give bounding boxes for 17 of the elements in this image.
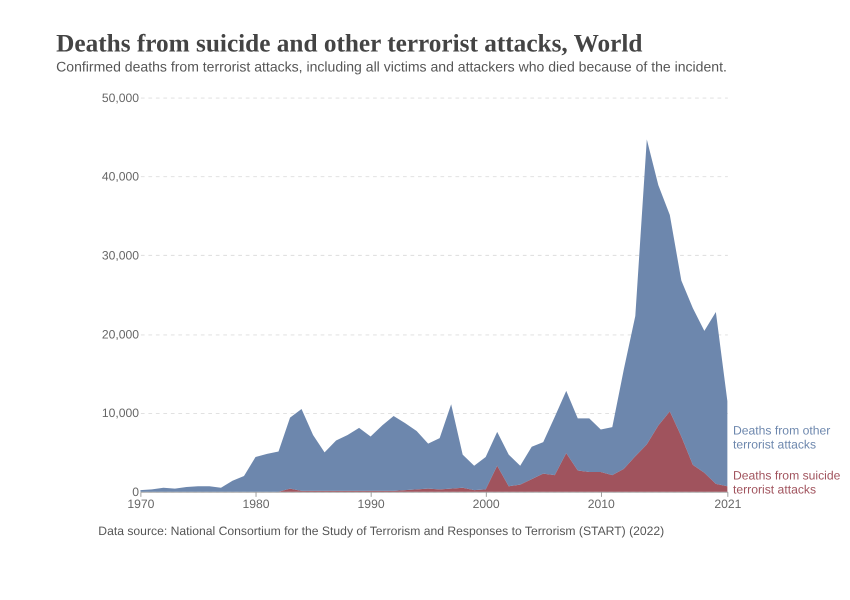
x-tick-label: 2000 (472, 497, 500, 512)
y-tick-label: 50,000 (102, 90, 140, 105)
chart-subtitle: Confirmed deaths from terrorist attacks, including all victims and attackers who died because of the incident. (56, 58, 727, 74)
y-tick-label: 0 (132, 484, 140, 499)
x-tick-label: 1980 (242, 497, 270, 512)
series-label: Deaths from other terrorist attacks (732, 423, 830, 452)
x-tick-label: 1990 (358, 497, 385, 512)
series-label: Deaths from suicide terrorist attacks (732, 468, 841, 497)
x-tick-label: 2010 (588, 497, 615, 512)
x-tick-label: 1970 (127, 497, 155, 512)
chart-title: Deaths from suicide and other terrorist attacks, World (56, 30, 642, 58)
source-note: Data source: National Consortium for the Study of Terrorism and Responses to Terrorism (START) (2022) (98, 524, 664, 538)
y-tick-label: 40,000 (102, 170, 140, 184)
y-tick-label: 30,000 (102, 248, 140, 262)
y-tick-label: 10,000 (102, 406, 140, 420)
y-tick-label: 20,000 (102, 327, 140, 342)
x-tick-label: 2021 (714, 497, 742, 512)
